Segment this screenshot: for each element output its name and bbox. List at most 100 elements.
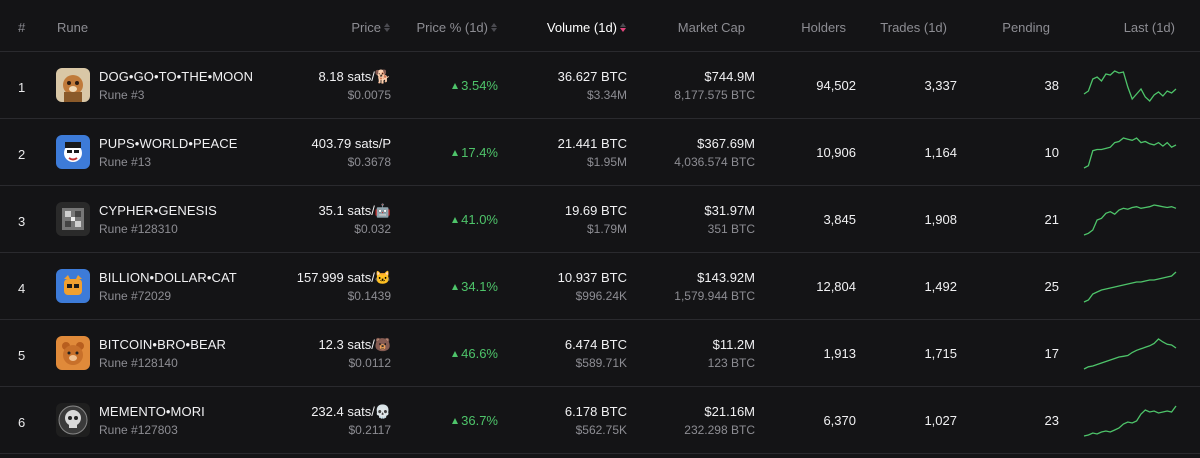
col-pending[interactable]: Pending xyxy=(1002,20,1050,35)
price-usd: $0.0112 xyxy=(348,356,392,370)
price-change-value: 3.54% xyxy=(461,78,498,93)
price-change: 17.4% xyxy=(452,145,498,160)
row-index: 6 xyxy=(18,415,26,430)
sparkline-line xyxy=(1083,338,1177,370)
market-cap-usd: $367.69M xyxy=(697,136,755,151)
market-cap-btc: 123 BTC xyxy=(707,356,755,370)
trades-count: 1,715 xyxy=(924,346,957,361)
row-index: 5 xyxy=(18,348,26,363)
price-usd: $0.0075 xyxy=(347,88,391,102)
up-arrow-icon xyxy=(452,284,459,290)
price-sats: 403.79 sats/P xyxy=(311,136,392,151)
price-sats: 12.3 sats/🐻 xyxy=(318,337,391,352)
volume-btc: 6.474 BTC xyxy=(564,337,627,352)
volume-usd: $562.75K xyxy=(575,423,627,437)
col-market-cap[interactable]: Market Cap xyxy=(677,20,745,35)
col-volume[interactable]: Volume (1d) xyxy=(547,20,627,35)
holders-count: 6,370 xyxy=(823,413,856,428)
price-change: 3.54% xyxy=(452,78,498,93)
holders-count: 1,913 xyxy=(823,346,856,361)
sort-icon xyxy=(384,22,391,33)
rune-name[interactable]: DOG•GO•TO•THE•MOON xyxy=(99,69,254,84)
skull-logo-icon xyxy=(56,403,90,437)
sparkline-line xyxy=(1083,405,1177,437)
holders-count: 3,845 xyxy=(823,212,856,227)
cypher-logo-icon xyxy=(56,202,90,236)
dog-logo-icon xyxy=(56,68,90,102)
table-row[interactable]: 3 CYPHER•GENESIS Rune #128310 35.1 sats/… xyxy=(0,186,1200,253)
col-last: Last (1d) xyxy=(1123,20,1175,35)
volume-usd: $996.24K xyxy=(575,289,627,303)
sparkline-line xyxy=(1083,70,1177,102)
pending-count: 10 xyxy=(1044,145,1059,160)
table-row[interactable]: 4 BILLION•DOLLAR•CAT Rune #72029 157.999… xyxy=(0,253,1200,320)
rune-number: Rune #127803 xyxy=(99,423,178,437)
sparkline-chart xyxy=(1083,405,1177,437)
trades-count: 1,492 xyxy=(924,279,957,294)
price-change: 34.1% xyxy=(452,279,498,294)
market-cap-usd: $31.97M xyxy=(704,203,755,218)
price-sats: 157.999 sats/🐱 xyxy=(296,270,391,285)
pending-count: 38 xyxy=(1044,78,1059,93)
rune-name[interactable]: PUPS•WORLD•PEACE xyxy=(99,136,238,151)
holders-count: 94,502 xyxy=(816,78,856,93)
holders-count: 10,906 xyxy=(816,145,856,160)
volume-btc: 21.441 BTC xyxy=(557,136,627,151)
col-trades[interactable]: Trades (1d) xyxy=(880,20,947,35)
pending-count: 21 xyxy=(1044,212,1059,227)
price-sats: 8.18 sats/🐕 xyxy=(318,69,391,84)
price-sats: 35.1 sats/🤖 xyxy=(318,203,391,218)
trades-count: 3,337 xyxy=(924,78,957,93)
col-volume-label: Volume (1d) xyxy=(546,20,617,35)
trades-count: 1,908 xyxy=(924,212,957,227)
sparkline-chart xyxy=(1083,137,1177,169)
market-cap-btc: 232.298 BTC xyxy=(684,423,755,437)
table-row[interactable]: 6 MEMENTO•MORI Rune #127803 232.4 sats/💀… xyxy=(0,387,1200,454)
col-price-pct[interactable]: Price % (1d) xyxy=(416,20,498,35)
pending-count: 25 xyxy=(1044,279,1059,294)
up-arrow-icon xyxy=(452,150,459,156)
up-arrow-icon xyxy=(452,83,459,89)
sparkline-line xyxy=(1083,137,1177,169)
rune-name[interactable]: BITCOIN•BRO•BEAR xyxy=(99,337,226,352)
table-row[interactable]: 2 PUPS•WORLD•PEACE Rune #13 403.79 sats/… xyxy=(0,119,1200,186)
volume-usd: $3.34M xyxy=(586,88,627,102)
rune-name[interactable]: BILLION•DOLLAR•CAT xyxy=(99,270,237,285)
table-row[interactable]: 5 BITCOIN•BRO•BEAR Rune #128140 12.3 sat… xyxy=(0,320,1200,387)
price-usd: $0.1439 xyxy=(347,289,391,303)
market-cap-btc: 8,177.575 BTC xyxy=(674,88,755,102)
price-change-value: 17.4% xyxy=(461,145,498,160)
market-cap-btc: 4,036.574 BTC xyxy=(674,155,755,169)
table-row[interactable]: 1 DOG•GO•TO•THE•MOON Rune #3 8.18 sats/🐕… xyxy=(0,52,1200,119)
cat-logo-icon xyxy=(56,269,90,303)
volume-btc: 19.69 BTC xyxy=(564,203,627,218)
row-index: 1 xyxy=(18,80,26,95)
price-change-value: 46.6% xyxy=(461,346,498,361)
rune-name[interactable]: CYPHER•GENESIS xyxy=(99,203,217,218)
price-change-value: 34.1% xyxy=(461,279,498,294)
price-usd: $0.2117 xyxy=(348,423,392,437)
bear-logo-icon xyxy=(56,336,90,370)
market-cap-usd: $143.92M xyxy=(697,270,755,285)
up-arrow-icon xyxy=(452,217,459,223)
pending-count: 23 xyxy=(1044,413,1059,428)
price-sats: 232.4 sats/💀 xyxy=(311,404,391,419)
up-arrow-icon xyxy=(452,351,459,357)
row-index: 3 xyxy=(18,214,26,229)
col-rune: Rune xyxy=(57,20,89,35)
sort-icon xyxy=(491,22,498,33)
rune-name[interactable]: MEMENTO•MORI xyxy=(99,404,205,419)
price-change-value: 36.7% xyxy=(461,413,498,428)
sparkline-chart xyxy=(1083,338,1177,370)
market-cap-btc: 1,579.944 BTC xyxy=(674,289,755,303)
sparkline-chart xyxy=(1083,70,1177,102)
market-cap-usd: $11.2M xyxy=(712,337,755,352)
rune-number: Rune #128140 xyxy=(99,356,178,370)
holders-count: 12,804 xyxy=(816,279,856,294)
col-holders[interactable]: Holders xyxy=(801,20,846,35)
col-price[interactable]: Price xyxy=(351,20,391,35)
price-change: 41.0% xyxy=(452,212,498,227)
sparkline-chart xyxy=(1083,271,1177,303)
rune-number: Rune #13 xyxy=(99,155,152,169)
col-price-pct-label: Price % (1d) xyxy=(416,20,488,35)
